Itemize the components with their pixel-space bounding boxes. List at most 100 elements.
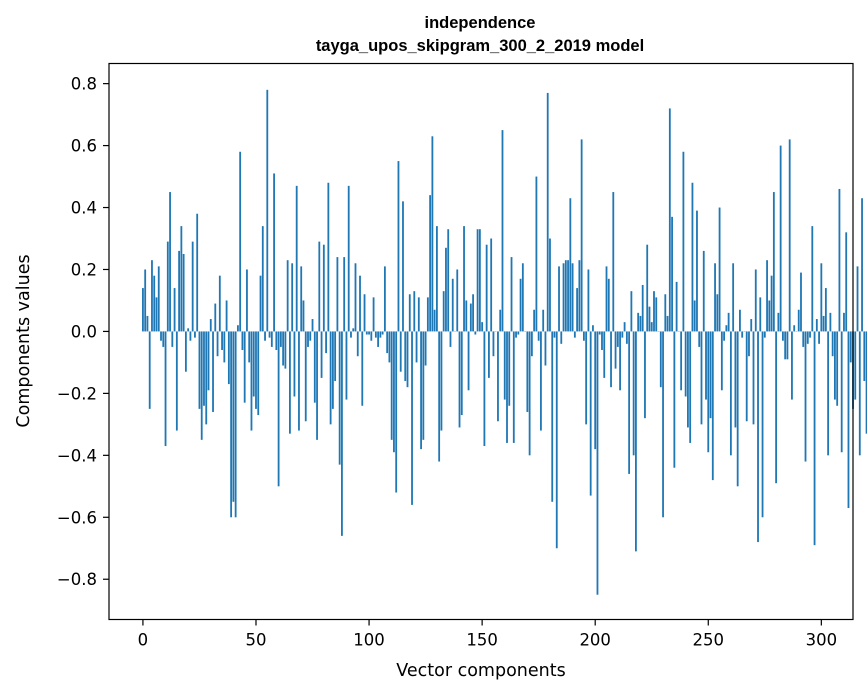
bar-258	[725, 325, 728, 332]
bar-33	[216, 331, 219, 357]
bar-202	[598, 331, 601, 335]
bar-126	[426, 297, 429, 332]
bar-267	[745, 331, 748, 422]
bar-91	[347, 185, 350, 332]
bar-62	[282, 331, 285, 366]
x-axis-label: Vector components	[396, 661, 565, 681]
bar-219	[637, 312, 640, 332]
bar-73	[307, 331, 309, 347]
bar-21	[189, 331, 192, 341]
bar-274	[761, 331, 764, 518]
bar-2	[146, 315, 149, 332]
bar-51	[257, 331, 260, 416]
x-tick-label: 100	[353, 631, 385, 650]
bar-140	[458, 331, 461, 428]
bar-246	[698, 331, 701, 347]
bar-277	[768, 300, 771, 332]
bar-189	[569, 198, 572, 332]
bar-238	[680, 331, 683, 391]
bar-125	[424, 331, 427, 366]
bar-99	[365, 331, 368, 335]
bar-64	[286, 260, 289, 332]
bar-299	[818, 331, 820, 344]
bar-256	[720, 331, 723, 391]
y-axis-ticks: −0.8 −0.6 −0.4 −0.2 0.0 0.2 0.4 0.6 0.8	[57, 75, 109, 589]
bar-153	[488, 331, 490, 378]
bar-200	[594, 331, 597, 450]
bar-68	[295, 185, 298, 332]
bar-232	[666, 315, 669, 332]
bar-55	[266, 89, 269, 332]
bar-236	[675, 281, 678, 332]
bar-193	[578, 260, 581, 332]
bar-15	[175, 331, 178, 431]
bar-184	[558, 266, 560, 332]
bar-253	[714, 263, 716, 332]
bar-108	[386, 331, 389, 354]
bar-203	[601, 331, 603, 351]
bar-195	[582, 331, 585, 341]
bar-199	[592, 325, 594, 332]
bar-107	[383, 266, 386, 332]
bar-16	[178, 250, 181, 332]
y-axis-label: Components values	[14, 254, 34, 427]
bar-308	[838, 188, 841, 332]
bar-34	[218, 275, 221, 332]
bar-101	[370, 331, 373, 341]
bar-43	[239, 151, 242, 332]
x-tick-label: 0	[138, 631, 149, 650]
bar-280	[775, 331, 778, 484]
y-tick-label: −0.4	[57, 446, 97, 465]
bar-164	[512, 331, 515, 443]
bar-149	[478, 229, 481, 332]
bar-42	[236, 325, 239, 332]
bar-30	[209, 319, 212, 332]
bar-36	[223, 331, 226, 363]
bar-96	[359, 275, 361, 332]
bar-278	[770, 275, 773, 332]
bar-166	[517, 331, 520, 335]
bar-119	[411, 331, 413, 505]
bar-231	[664, 294, 667, 332]
bar-97	[361, 331, 364, 406]
bar-242	[689, 331, 692, 443]
bar-52	[259, 275, 262, 332]
bar-116	[404, 331, 407, 381]
bar-272	[757, 331, 759, 543]
bar-282	[779, 145, 782, 332]
bar-121	[415, 331, 418, 363]
bar-222	[644, 331, 646, 419]
bar-304	[829, 312, 832, 332]
bar-306	[834, 331, 836, 400]
bar-273	[759, 297, 762, 332]
bar-248	[702, 250, 705, 332]
bar-46	[246, 269, 248, 332]
bar-4	[151, 260, 153, 332]
bar-316	[856, 266, 859, 332]
bar-206	[607, 278, 610, 332]
bar-163	[510, 257, 513, 332]
bar-230	[662, 331, 664, 518]
bar-39	[230, 331, 233, 518]
bar-207	[610, 331, 612, 388]
bar-177	[542, 309, 545, 332]
bar-32	[214, 303, 217, 332]
bar-275	[763, 331, 766, 338]
bar-110	[390, 331, 393, 440]
bar-3	[148, 331, 151, 409]
bar-295	[809, 331, 811, 338]
bar-41	[234, 331, 237, 518]
bar-261	[732, 263, 735, 332]
bar-83	[329, 331, 332, 425]
bar-201	[596, 331, 599, 595]
y-tick-label: 0.2	[71, 260, 97, 279]
bar-102	[372, 297, 375, 332]
bar-229	[659, 331, 662, 388]
bar-57	[270, 331, 273, 347]
bar-112	[395, 331, 398, 493]
bar-147	[474, 331, 477, 335]
bar-269	[750, 319, 753, 332]
bar-72	[304, 331, 307, 422]
bar-313	[849, 331, 852, 363]
bar-48	[250, 331, 253, 431]
